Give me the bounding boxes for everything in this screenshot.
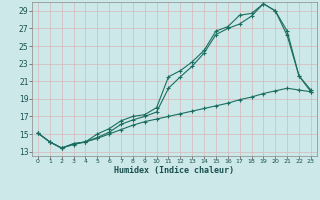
X-axis label: Humidex (Indice chaleur): Humidex (Indice chaleur)	[115, 166, 234, 175]
